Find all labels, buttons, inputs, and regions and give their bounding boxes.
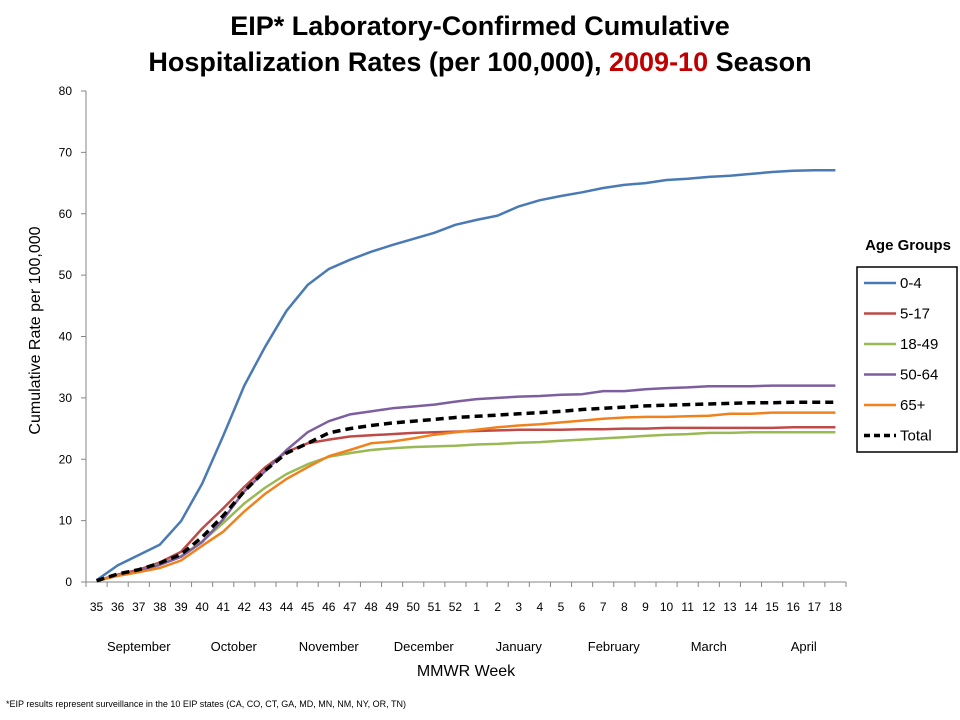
x-tick-label: 16 [787,600,801,614]
x-tick-label: 41 [217,600,231,614]
x-tick-label: 46 [322,600,336,614]
y-tick-label: 40 [59,330,73,344]
legend: Age Groups 0-4 5-17 18-49 50-64 65+ Total [856,237,958,453]
title-line-1: EIP* Laboratory-Confirmed Cumulative [230,11,730,41]
series-line-5-17 [96,426,836,582]
month-label: October [211,639,258,654]
y-axis-title: Cumulative Rate per 100,000 [27,226,44,434]
chart-title: EIP* Laboratory-Confirmed Cumulative Hos… [0,8,960,80]
legend-item-label: Total [900,428,932,445]
month-label: September [107,639,171,654]
x-tick-label: 14 [744,600,758,614]
x-tick-label: 48 [364,600,378,614]
x-tick-label: 40 [195,600,209,614]
x-tick-label: 5 [558,600,565,614]
y-tick-label: 80 [59,84,73,98]
x-tick-label: 49 [385,600,399,614]
x-tick-label: 45 [301,600,315,614]
legend-title: Age Groups [865,237,951,254]
x-tick-label: 12 [702,600,716,614]
x-tick-label: 36 [111,600,125,614]
legend-item-label: 0-4 [900,275,922,292]
series-line-0-4 [95,168,836,582]
x-tick-label: 9 [642,600,649,614]
month-label: January [496,639,543,654]
x-tick-label: 17 [808,600,822,614]
x-tick-label: 44 [280,600,294,614]
x-tick-label: 43 [259,600,273,614]
x-tick-label: 37 [132,600,146,614]
x-tick-label: 13 [723,600,737,614]
x-tick-label: 11 [681,600,694,614]
title-line-2-suffix: Season [708,47,812,77]
month-label: April [791,639,817,654]
y-tick-label: 20 [59,452,73,466]
x-tick-label: 38 [153,600,167,614]
x-tick-label: 42 [238,600,252,614]
y-tick-label: 70 [59,145,73,159]
y-tick-label: 30 [59,391,73,405]
series-line-65- [96,411,836,583]
legend-item-label: 18-49 [900,336,938,353]
legend-item-label: 50-64 [900,367,938,384]
x-tick-label: 6 [579,600,586,614]
series-layer [95,168,836,583]
series-line-total [96,400,836,583]
title-line-2: Hospitalization Rates (per 100,000), 200… [0,44,960,80]
month-label: November [299,639,360,654]
x-tick-label: 39 [174,600,188,614]
y-tick-label: 0 [65,575,72,589]
month-label: December [394,639,455,654]
legend-item-label: 5-17 [900,306,930,323]
x-tick-label: 8 [621,600,628,614]
x-tick-label: 15 [765,600,779,614]
series-line-18-49 [96,430,836,583]
y-tick-label: 50 [59,268,73,282]
y-tick-label: 10 [59,514,73,528]
x-tick-label: 50 [407,600,421,614]
x-tick-label: 1 [473,600,480,614]
x-tick-label: 47 [343,600,357,614]
x-tick-label: 3 [515,600,522,614]
x-tick-label: 35 [90,600,104,614]
x-axis-title: MMWR Week [417,663,516,680]
footnote: *EIP results represent surveillance in t… [6,699,406,709]
legend-box [856,266,958,453]
series-line-50-64 [96,384,836,583]
y-tick-label: 60 [59,207,73,221]
x-tick-label: 52 [449,600,463,614]
legend-item-label: 65+ [900,397,926,414]
title-line-2-prefix: Hospitalization Rates (per 100,000), [148,47,609,77]
title-season-highlight: 2009-10 [609,47,709,77]
month-label: March [691,639,727,654]
x-tick-label: 2 [494,600,501,614]
x-tick-label: 4 [537,600,544,614]
x-tick-label: 51 [428,600,442,614]
x-tick-label: 18 [829,600,843,614]
x-tick-label: 10 [660,600,674,614]
x-tick-label: 7 [600,600,607,614]
month-label: February [588,639,641,654]
